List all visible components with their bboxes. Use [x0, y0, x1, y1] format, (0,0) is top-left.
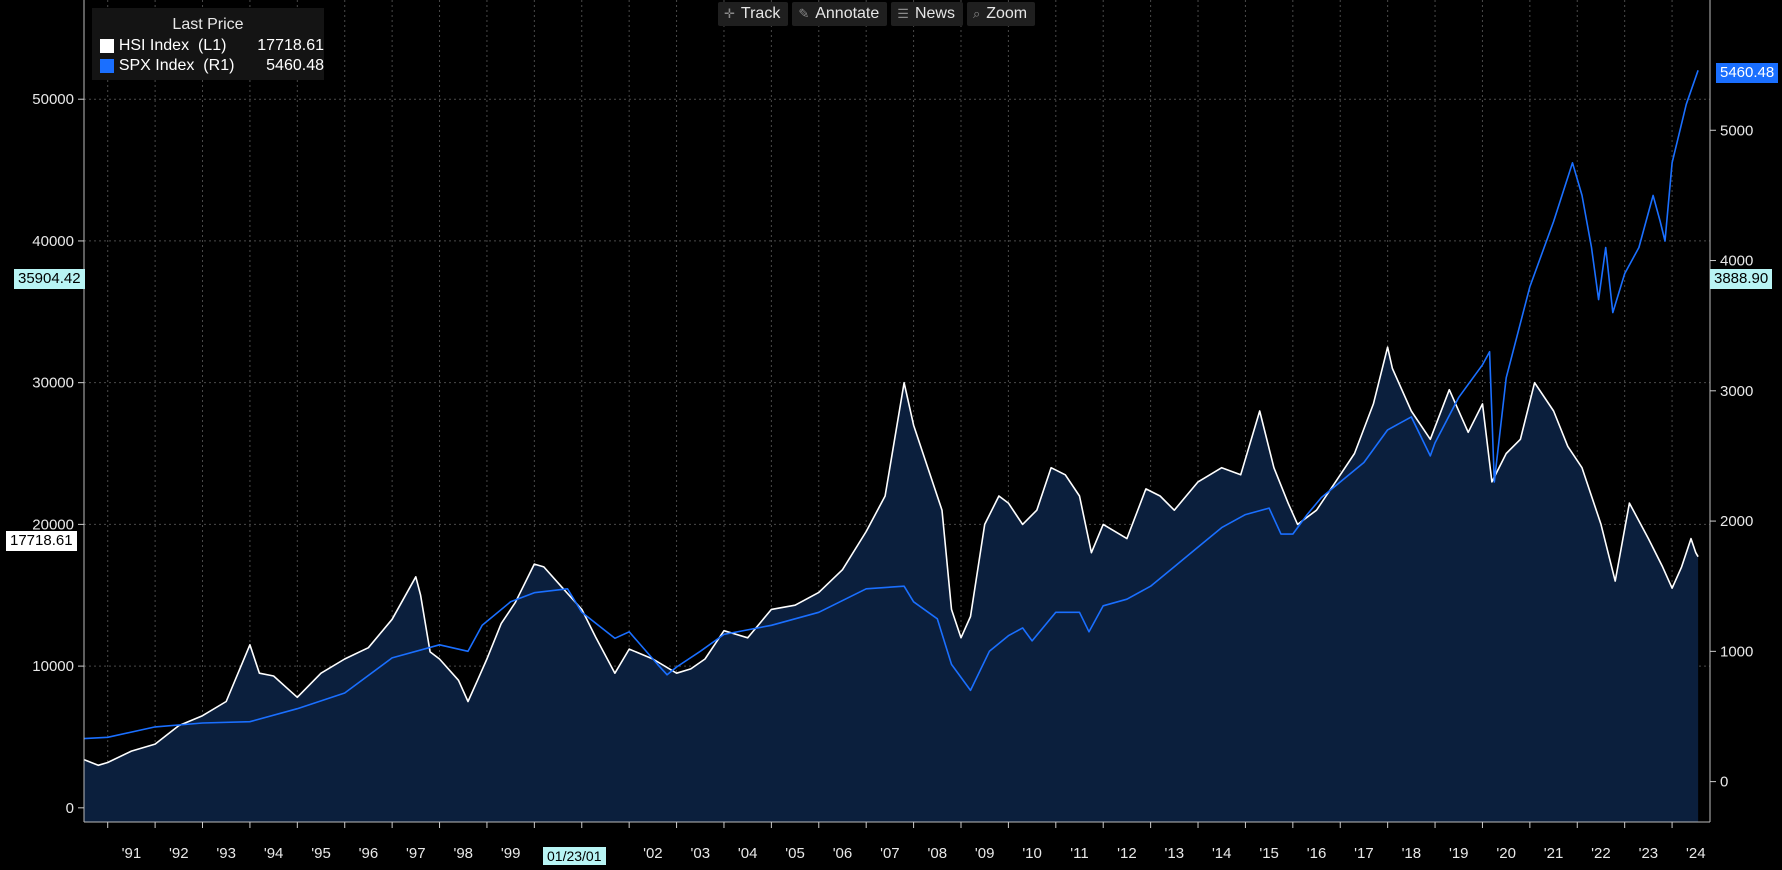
- x-tick-label: '21: [1544, 845, 1564, 862]
- legend-item-spx[interactable]: SPX Index (R1) 5460.48: [92, 56, 324, 76]
- x-tick-label: '98: [453, 845, 473, 862]
- x-tick-label: '03: [690, 845, 710, 862]
- legend-item-hsi[interactable]: HSI Index (L1) 17718.61: [92, 36, 324, 56]
- pencil-icon: ✎: [798, 6, 810, 21]
- date-cursor-tag: 01/23/01: [543, 847, 606, 865]
- legend-title: Last Price: [172, 16, 244, 33]
- legend: Last Price HSI Index (L1) 17718.61 SPX I…: [92, 8, 324, 80]
- left-tick-label: 40000: [32, 233, 74, 250]
- x-tick-label: '06: [833, 845, 853, 862]
- x-tick-label: '18: [1402, 845, 1422, 862]
- axes: 0 10000 20000 30000 40000 50000 0 1000 2000 3000 4…: [32, 0, 1753, 862]
- legend-item-value: 5460.48: [266, 57, 324, 74]
- hsi-swatch: [100, 39, 114, 53]
- x-tick-label: '94: [264, 845, 284, 862]
- series-layer: [83, 70, 1699, 822]
- news-label: News: [914, 5, 955, 22]
- x-tick-label: '92: [169, 845, 189, 862]
- x-tick-label: '07: [880, 845, 900, 862]
- x-tick-label: '22: [1591, 845, 1611, 862]
- track-label: Track: [740, 5, 781, 22]
- x-tick-label: '12: [1117, 845, 1137, 862]
- right-tick-label: 2000: [1720, 513, 1753, 530]
- x-tick-label: '24: [1686, 845, 1706, 862]
- x-tick-label: '11: [1070, 845, 1088, 862]
- legend-item-label: HSI Index (L1): [118, 37, 227, 54]
- left-tick-label: 10000: [32, 658, 74, 675]
- hsi-line: [83, 346, 1699, 767]
- left-tick-label: 50000: [32, 91, 74, 108]
- annotate-button[interactable]: ✎ Annotate: [792, 2, 888, 26]
- x-tick-label: '13: [1165, 845, 1185, 862]
- left-tick-label: 30000: [32, 375, 74, 392]
- x-tick-label: '15: [1259, 845, 1279, 862]
- x-tick-label: '10: [1022, 845, 1042, 862]
- x-tick-label: '96: [359, 845, 379, 862]
- x-tick-label: '05: [785, 845, 805, 862]
- right-tick-label: 1000: [1720, 643, 1753, 660]
- x-tick-label: '14: [1212, 845, 1232, 862]
- zoom-icon: ⌕: [972, 6, 981, 21]
- hsi-area: [84, 347, 1699, 822]
- left-tick-label: 20000: [32, 516, 74, 533]
- left-tick-label: 0: [66, 800, 74, 817]
- right-tick-label: 0: [1720, 774, 1728, 791]
- crosshair-icon: ✛: [724, 6, 735, 21]
- chart-toolbar: ✛ Track ✎ Annotate ☰ News ⌕ Zoom: [718, 2, 1036, 26]
- spx-swatch: [100, 59, 114, 73]
- x-tick-label: '91: [122, 845, 142, 862]
- x-tick-label: '16: [1307, 845, 1327, 862]
- right-last-price-tag: 5460.48: [1716, 63, 1779, 83]
- x-tick-label: '02: [643, 845, 663, 862]
- x-tick-label: '19: [1449, 845, 1469, 862]
- x-tick-label: '04: [738, 845, 758, 862]
- left-last-price-tag: 17718.61: [6, 531, 77, 551]
- x-tick-label: '23: [1639, 845, 1659, 862]
- news-button[interactable]: ☰ News: [891, 2, 963, 26]
- x-tick-label: '20: [1496, 845, 1516, 862]
- x-tick-label: '08: [928, 845, 948, 862]
- x-tick-label: '93: [216, 845, 236, 862]
- right-tick-label: 4000: [1720, 253, 1753, 270]
- legend-item-value: 17718.61: [257, 37, 324, 54]
- x-tick-label: '09: [975, 845, 995, 862]
- zoom-button[interactable]: ⌕ Zoom: [966, 2, 1036, 26]
- spx-line: [83, 70, 1699, 740]
- x-tick-label: '95: [311, 845, 331, 862]
- right-tick-label: 5000: [1720, 122, 1753, 139]
- right-cursor-tag: 3888.90: [1710, 269, 1773, 289]
- news-icon: ☰: [897, 6, 909, 21]
- x-tick-label: '17: [1354, 845, 1374, 862]
- left-cursor-tag: 35904.42: [14, 269, 85, 289]
- annotate-label: Annotate: [815, 5, 880, 22]
- right-tick-label: 3000: [1720, 383, 1753, 400]
- x-tick-label: '99: [501, 845, 521, 862]
- legend-item-label: SPX Index (R1): [118, 57, 235, 74]
- zoom-label: Zoom: [986, 5, 1028, 22]
- x-tick-label: '97: [406, 845, 426, 862]
- track-button[interactable]: ✛ Track: [718, 2, 789, 26]
